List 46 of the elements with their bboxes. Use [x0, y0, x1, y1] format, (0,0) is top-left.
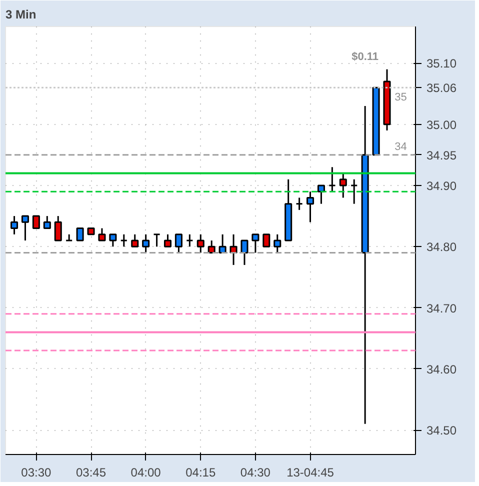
annotation: $0.11: [352, 51, 379, 64]
candlestick: [350, 178, 358, 205]
candlestick: [328, 166, 336, 192]
candlestick: [317, 184, 325, 205]
x-tick-label: 13-04:45: [286, 466, 334, 480]
candlestick: [240, 240, 248, 266]
y-tick-label: 34.90: [426, 178, 457, 193]
y-tick-label: 34.60: [426, 362, 457, 376]
x-tick-label: 04:00: [130, 466, 162, 480]
candlestick: [339, 172, 347, 198]
candlestick: [21, 215, 29, 242]
annotation: 34: [394, 141, 407, 154]
candlestick: [252, 234, 260, 254]
candlestick: [120, 234, 128, 248]
candlestick: [32, 215, 40, 230]
candlestick: [174, 234, 182, 254]
candlestick: [274, 234, 282, 254]
candlestick: [153, 234, 161, 248]
annotation: 35: [394, 92, 407, 104]
candlestick: [76, 228, 84, 242]
y-tick-label: 35.00: [426, 118, 457, 132]
y-tick-label: 34.70: [426, 301, 457, 316]
chart-title: 3 Min: [6, 8, 36, 22]
candlestick: [306, 190, 314, 223]
candlestick: [196, 234, 204, 254]
x-tick-label: 04:30: [240, 466, 271, 480]
candlestick: [54, 215, 62, 242]
candlestick: [109, 234, 117, 248]
candlestick: [296, 196, 304, 211]
y-tick-label: 34.50: [426, 424, 457, 438]
y-tick-label: 34.80: [426, 240, 457, 254]
candlestick: [43, 215, 51, 230]
candlestick: [208, 240, 216, 254]
ref-line-label: 35.06: [426, 81, 457, 96]
x-tick-label: 04:15: [186, 466, 216, 480]
x-tick-label: 03:30: [21, 466, 52, 480]
candlestick: [131, 234, 139, 248]
candlestick: [98, 228, 106, 242]
candlestick: [186, 234, 194, 248]
ref-line-label: 34.95: [426, 148, 457, 162]
candlestick: [164, 234, 172, 248]
y-tick-label: 35.10: [426, 56, 457, 71]
candlestick: [142, 234, 150, 254]
x-tick-label: 03:45: [76, 466, 106, 480]
candlestick: [262, 234, 270, 248]
candlestick: [10, 215, 18, 236]
